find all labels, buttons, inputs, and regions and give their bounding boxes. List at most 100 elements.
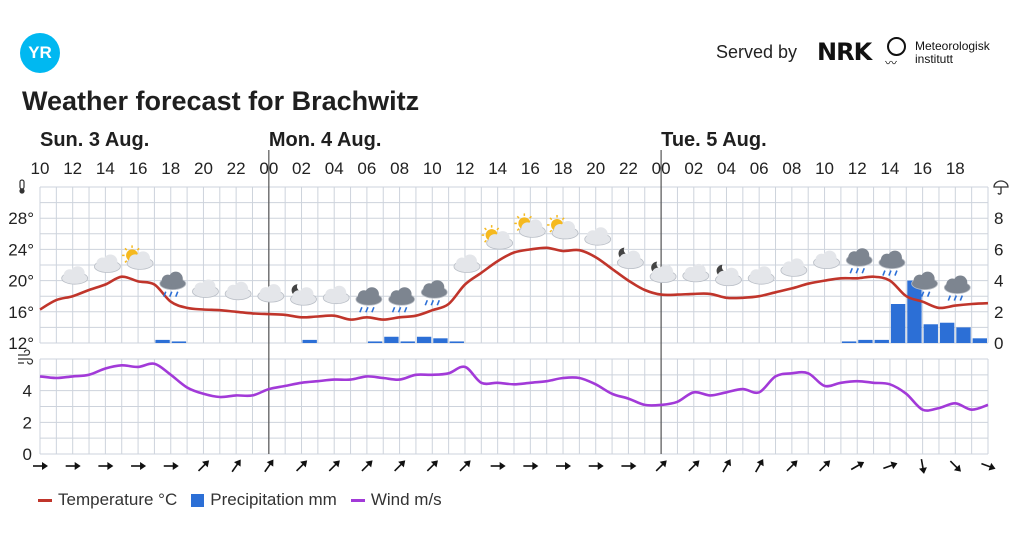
precipitation-tick-label: 2 bbox=[994, 303, 1003, 322]
wind-arrow-icon bbox=[655, 460, 667, 472]
precipitation-bar bbox=[384, 336, 399, 343]
wind-arrow-icon bbox=[65, 462, 81, 470]
hour-tick-label: 16 bbox=[913, 159, 932, 178]
cloudy-icon bbox=[780, 258, 808, 277]
served-by-label: Served by bbox=[716, 42, 798, 62]
hour-tick-label: 12 bbox=[848, 159, 867, 178]
wind-arrow-icon bbox=[786, 460, 798, 472]
precipitation-bar bbox=[874, 339, 889, 343]
partly-cloudy-night-icon bbox=[290, 284, 317, 306]
hour-tick-label: 22 bbox=[227, 159, 246, 178]
hour-tick-label: 14 bbox=[488, 159, 507, 178]
hour-tick-label: 00 bbox=[259, 159, 278, 178]
legend-wind-label: Wind m/s bbox=[370, 490, 442, 509]
rain-cloud-icon bbox=[845, 248, 873, 274]
wind-arrow-icon bbox=[264, 459, 274, 473]
hour-tick-label: 20 bbox=[586, 159, 605, 178]
wind-arrow-icon bbox=[490, 462, 506, 470]
met-wave-icon: 〰 bbox=[885, 56, 898, 70]
met-logo-text[interactable]: Meteorologisk institutt bbox=[915, 40, 990, 66]
hour-tick-label: 02 bbox=[292, 159, 311, 178]
wind-arrow-icon bbox=[459, 460, 471, 472]
cloudy-icon bbox=[322, 285, 350, 305]
cloudy-icon bbox=[192, 279, 219, 298]
hour-tick-label: 18 bbox=[946, 159, 965, 178]
wind-arrow-icon bbox=[131, 462, 147, 470]
hour-tick-label: 08 bbox=[782, 159, 801, 178]
wind-tick-label: 2 bbox=[23, 413, 32, 432]
cloudy-icon bbox=[584, 227, 612, 246]
hour-tick-label: 18 bbox=[554, 159, 573, 178]
partly-cloudy-day-icon bbox=[122, 245, 154, 270]
partly-cloudy-day-icon bbox=[547, 214, 579, 240]
cloudy-icon bbox=[61, 266, 89, 285]
wind-arrow-icon bbox=[231, 459, 241, 473]
precipitation-bar bbox=[939, 322, 955, 343]
precipitation-bar bbox=[171, 341, 187, 343]
legend-temperature: Temperature °C bbox=[38, 490, 177, 510]
rain-cloud-icon bbox=[943, 275, 971, 301]
hour-tick-label: 06 bbox=[750, 159, 769, 178]
met-line1: Meteorologisk bbox=[915, 39, 990, 53]
precipitation-bar bbox=[155, 339, 170, 343]
nrk-logo[interactable]: NRK bbox=[817, 38, 872, 66]
wind-arrow-icon bbox=[394, 460, 406, 472]
wind-icon bbox=[18, 349, 34, 365]
cloudy-icon bbox=[224, 281, 252, 301]
yr-logo[interactable]: YR bbox=[20, 33, 60, 73]
rain-cloud-icon bbox=[355, 287, 383, 313]
temperature-grid bbox=[39, 186, 989, 344]
wind-arrow-icon bbox=[981, 462, 996, 471]
precipitation-bar bbox=[416, 336, 432, 343]
precipitation-bar bbox=[302, 339, 317, 343]
temperature-line bbox=[39, 246, 989, 321]
wind-arrow-icon bbox=[523, 462, 539, 470]
precipitation-tick-label: 8 bbox=[994, 209, 1003, 228]
cloudy-icon bbox=[747, 266, 775, 285]
rain-cloud-icon bbox=[911, 271, 939, 297]
wind-arrow-icon bbox=[688, 460, 700, 472]
cloudy-icon bbox=[682, 263, 710, 283]
precipitation-tick-label: 4 bbox=[994, 272, 1003, 291]
chart-legend: Temperature °C Precipitation mm Wind m/s bbox=[38, 490, 442, 510]
hour-tick-label: 14 bbox=[96, 159, 115, 178]
precipitation-bar bbox=[858, 339, 873, 343]
temperature-tick-label: 12° bbox=[8, 334, 34, 353]
hour-tick-label: 02 bbox=[684, 159, 703, 178]
wind-arrow-icon bbox=[556, 462, 572, 470]
hour-tick-label: 22 bbox=[619, 159, 638, 178]
wind-tick-label: 4 bbox=[23, 382, 32, 401]
legend-wind-swatch bbox=[350, 498, 365, 502]
wind-arrow-icon bbox=[919, 458, 927, 474]
legend-wind: Wind m/s bbox=[350, 490, 442, 510]
precipitation-tick-label: 0 bbox=[994, 334, 1003, 353]
hour-tick-label: 18 bbox=[161, 159, 180, 178]
precipitation-bar bbox=[972, 338, 987, 343]
hour-tick-label: 12 bbox=[63, 159, 82, 178]
rain-cloud-icon bbox=[878, 250, 906, 276]
day-label: Sun. 3 Aug. bbox=[40, 129, 149, 151]
wind-arrow-icon bbox=[850, 461, 865, 471]
temperature-tick-label: 28° bbox=[8, 209, 34, 228]
hour-tick-label: 16 bbox=[521, 159, 540, 178]
wind-arrow-icon bbox=[426, 460, 438, 472]
wind-grid bbox=[39, 358, 989, 455]
wind-arrow-icon bbox=[883, 461, 898, 470]
hour-tick-label: 04 bbox=[325, 159, 344, 178]
wind-line bbox=[39, 362, 989, 412]
temperature-tick-label: 20° bbox=[8, 272, 34, 291]
legend-precipitation-label: Precipitation mm bbox=[210, 490, 337, 509]
wind-tick-label: 0 bbox=[23, 445, 32, 464]
precipitation-bar bbox=[433, 338, 448, 343]
temperature-tick-label: 24° bbox=[8, 240, 34, 259]
cloudy-icon bbox=[453, 254, 481, 273]
day-label: Mon. 4 Aug. bbox=[269, 129, 382, 151]
hour-tick-label: 10 bbox=[815, 159, 834, 178]
hour-tick-label: 14 bbox=[880, 159, 899, 178]
legend-precipitation: Precipitation mm bbox=[191, 490, 337, 510]
hour-tick-label: 00 bbox=[652, 159, 671, 178]
wind-arrow-icon bbox=[722, 459, 731, 473]
precipitation-bar bbox=[841, 341, 857, 343]
legend-precipitation-swatch bbox=[191, 493, 205, 507]
